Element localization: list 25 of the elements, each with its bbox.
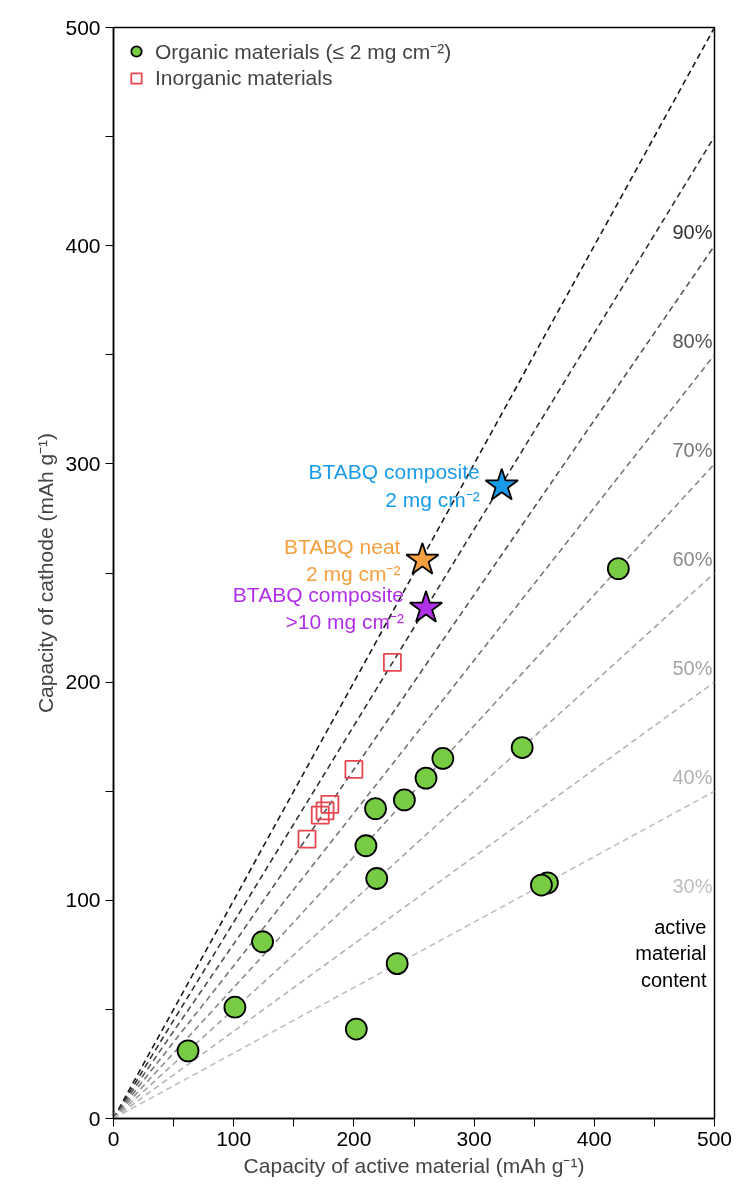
y-tick-label: 100 [65,888,101,912]
y-tick-label: 0 [88,1106,101,1130]
y-tick-label: 500 [65,15,101,39]
text: 30% [672,875,713,898]
series-label: 70% [672,438,713,461]
series-label: 50% [672,657,713,679]
series-label: 60% [672,547,713,570]
y-axis-title: Capacity of cathode (mAh g⁻¹) [34,432,58,714]
x-tick-label: 0 [107,1126,120,1150]
y-tick-label: 300 [65,451,101,475]
y-tick-label: 200 [65,670,101,694]
series-label: 90% [672,220,713,243]
y-tick-label: 400 [65,233,101,257]
x-tick-label: 200 [336,1126,372,1150]
legend-label: Inorganic materials [155,66,333,90]
series-label: 80% [672,329,713,352]
legend-label: Organic materials (≤ 2 mg cm⁻²) [155,39,452,65]
series-label: BTABQ composite 2 mg cm⁻² [308,460,480,512]
text: 40% [672,766,713,789]
x-tick-label: 100 [216,1126,252,1150]
x-axis-title: Capacity of active material (mAh g⁻¹) [243,1153,585,1177]
x-tick-label: 300 [456,1126,492,1150]
x-tick-label: 500 [696,1126,733,1150]
annotation: active material content [635,916,707,991]
x-tick-label: 400 [576,1126,612,1150]
